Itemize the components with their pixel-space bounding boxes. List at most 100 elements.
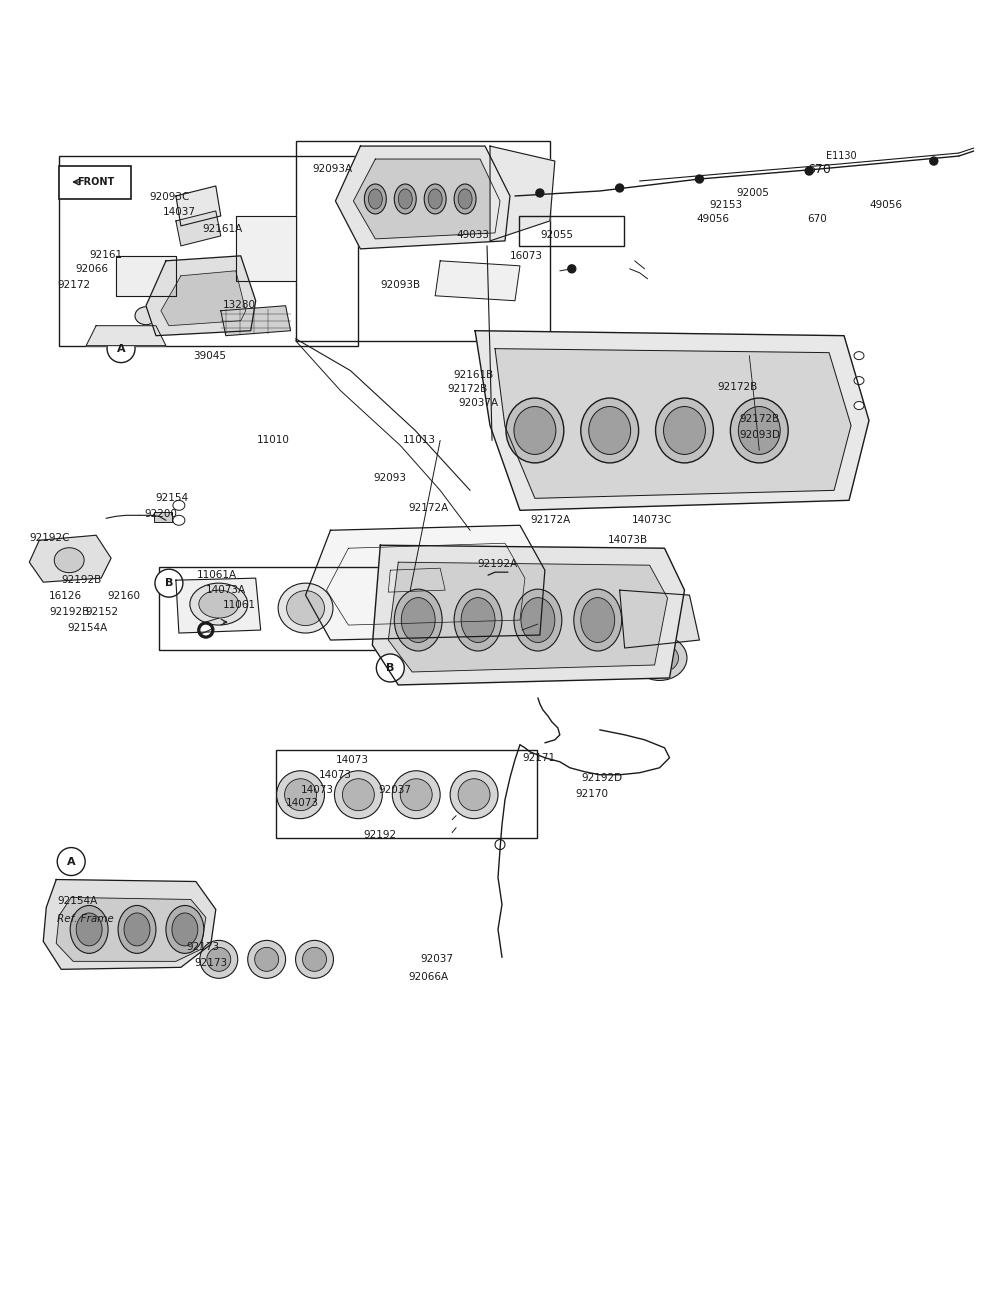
Text: 92173: 92173 <box>187 942 220 953</box>
Ellipse shape <box>166 906 204 953</box>
Text: 92192B: 92192B <box>49 607 90 617</box>
Ellipse shape <box>630 597 680 637</box>
Text: 92172: 92172 <box>57 280 90 289</box>
Polygon shape <box>490 147 555 241</box>
Text: A: A <box>117 344 125 353</box>
Text: 16126: 16126 <box>49 592 82 601</box>
Text: 49056: 49056 <box>869 200 902 209</box>
Polygon shape <box>236 216 296 281</box>
Polygon shape <box>306 525 545 640</box>
Text: B: B <box>386 662 394 673</box>
Ellipse shape <box>574 589 622 651</box>
Text: 14073: 14073 <box>301 784 334 795</box>
Text: 92093B: 92093B <box>380 280 420 289</box>
Text: B: B <box>165 579 173 588</box>
Bar <box>59 156 358 346</box>
Ellipse shape <box>392 771 440 818</box>
Text: 92055: 92055 <box>540 230 573 240</box>
Ellipse shape <box>54 547 84 572</box>
Text: 92154: 92154 <box>155 493 188 504</box>
Text: 92172A: 92172A <box>530 516 570 525</box>
Ellipse shape <box>730 398 788 463</box>
Ellipse shape <box>458 188 472 209</box>
Ellipse shape <box>255 948 279 971</box>
Text: 92153: 92153 <box>709 200 743 209</box>
Polygon shape <box>335 147 510 249</box>
Polygon shape <box>495 348 851 499</box>
Polygon shape <box>86 326 166 346</box>
Text: 92037A: 92037A <box>458 398 498 407</box>
Ellipse shape <box>424 185 446 213</box>
Text: 92161: 92161 <box>89 250 122 260</box>
Text: 92192: 92192 <box>363 830 397 839</box>
Ellipse shape <box>207 948 231 971</box>
Ellipse shape <box>854 402 864 410</box>
Ellipse shape <box>173 516 185 525</box>
Bar <box>59 166 131 199</box>
Ellipse shape <box>450 771 498 818</box>
Polygon shape <box>620 590 699 648</box>
Text: 49056: 49056 <box>696 213 729 224</box>
Polygon shape <box>116 255 176 296</box>
Ellipse shape <box>656 398 713 463</box>
Circle shape <box>376 654 404 682</box>
Text: 49033: 49033 <box>456 230 489 240</box>
Text: 11061: 11061 <box>223 600 256 610</box>
Ellipse shape <box>854 352 864 360</box>
Text: 14073B: 14073B <box>608 535 648 546</box>
Ellipse shape <box>173 500 185 511</box>
Polygon shape <box>146 255 256 335</box>
Ellipse shape <box>248 940 286 978</box>
Text: 92192A: 92192A <box>477 559 517 569</box>
Text: 92172A: 92172A <box>408 504 449 513</box>
Ellipse shape <box>303 948 326 971</box>
Ellipse shape <box>124 912 150 946</box>
Circle shape <box>57 848 85 876</box>
Circle shape <box>198 622 214 637</box>
Bar <box>159 567 425 651</box>
Ellipse shape <box>514 407 556 454</box>
Polygon shape <box>353 160 500 238</box>
Ellipse shape <box>454 185 476 213</box>
Ellipse shape <box>394 185 416 213</box>
Text: 92066A: 92066A <box>408 973 448 982</box>
Ellipse shape <box>364 185 386 213</box>
Ellipse shape <box>285 779 317 810</box>
Text: 11061A: 11061A <box>197 571 237 580</box>
Ellipse shape <box>589 407 631 454</box>
Ellipse shape <box>342 779 374 810</box>
Text: FRONT: FRONT <box>78 177 115 187</box>
Text: 92066: 92066 <box>75 264 108 274</box>
Ellipse shape <box>118 906 156 953</box>
Text: 13280: 13280 <box>223 300 256 310</box>
Text: 39045: 39045 <box>193 351 226 361</box>
Text: 92037: 92037 <box>378 784 411 795</box>
Polygon shape <box>372 546 684 685</box>
Ellipse shape <box>458 779 490 810</box>
Ellipse shape <box>199 590 239 618</box>
Text: Ref. Frame: Ref. Frame <box>57 915 114 924</box>
Text: 670: 670 <box>807 213 827 224</box>
Text: 92192D: 92192D <box>582 772 623 783</box>
Ellipse shape <box>135 306 157 325</box>
Polygon shape <box>388 568 445 592</box>
Text: 92160: 92160 <box>107 592 140 601</box>
Ellipse shape <box>400 779 432 810</box>
Text: 16073: 16073 <box>510 251 543 260</box>
Ellipse shape <box>296 940 333 978</box>
Text: 670: 670 <box>807 162 831 175</box>
Ellipse shape <box>461 598 495 643</box>
Text: 92154A: 92154A <box>67 623 107 634</box>
Ellipse shape <box>398 188 412 209</box>
Text: 92200: 92200 <box>144 509 177 520</box>
Circle shape <box>695 175 703 183</box>
Text: 92192B: 92192B <box>61 575 101 585</box>
Polygon shape <box>176 186 221 226</box>
Text: E1130: E1130 <box>826 151 857 161</box>
Ellipse shape <box>428 188 442 209</box>
Circle shape <box>568 264 576 272</box>
Circle shape <box>536 188 544 196</box>
Ellipse shape <box>637 603 672 631</box>
Ellipse shape <box>490 610 530 635</box>
Circle shape <box>107 335 135 363</box>
